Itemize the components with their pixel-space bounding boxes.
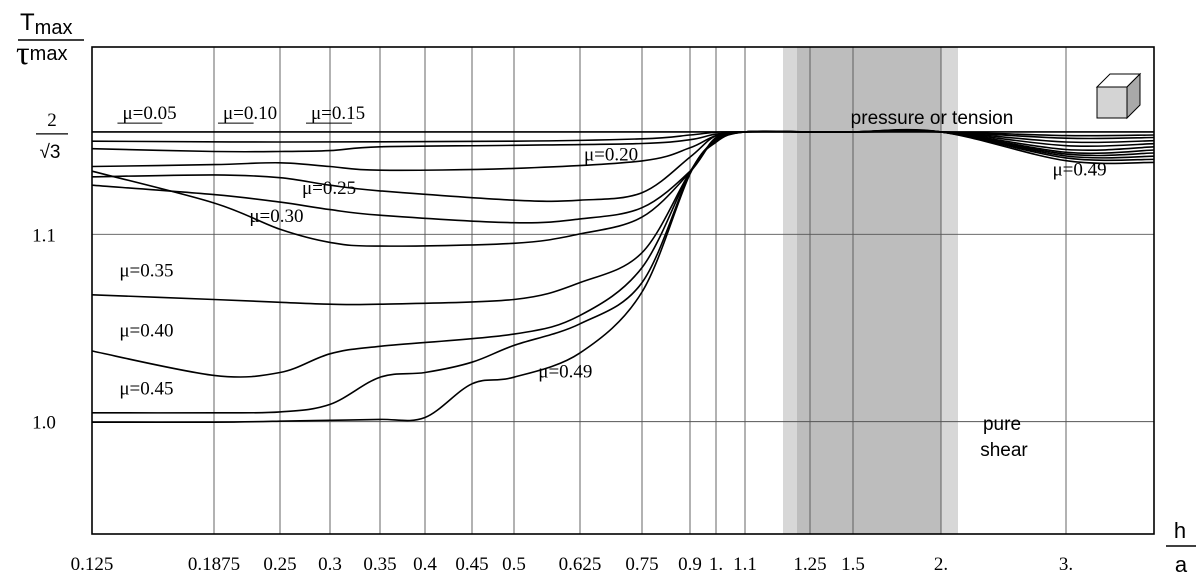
series-label: μ=0.10 xyxy=(223,103,277,124)
x-tick-label: 0.4 xyxy=(413,554,437,575)
x-tick-label: 0.45 xyxy=(455,554,488,575)
series-label: μ=0.05 xyxy=(122,103,176,124)
y-tick-label-den: √3 xyxy=(40,142,61,163)
y-axis-label: Tmax τmax xyxy=(16,9,84,72)
x-label-num: h xyxy=(1174,518,1186,543)
x-tick-label: 0.625 xyxy=(559,554,602,575)
x-tick-label: 0.75 xyxy=(625,554,658,575)
x-axis-label: h a xyxy=(1166,518,1196,577)
series-label: μ=0.49 xyxy=(538,362,592,383)
cube-icon xyxy=(1095,72,1142,120)
x-tick-labels: 0.125 0.1875 0.25 0.3 0.35 0.4 0.45 0.5 0.625 0.7… xyxy=(71,554,1074,575)
shaded-bands xyxy=(783,47,958,534)
y-label-top: Tmax xyxy=(20,9,72,39)
x-tick-label: 0.25 xyxy=(263,554,296,575)
x-tick-label: 0.5 xyxy=(502,554,526,575)
series-label: μ=0.20 xyxy=(584,144,638,165)
series-line-9 xyxy=(91,129,1155,378)
y-tick-labels: 1.0 1.1 2 √3 xyxy=(32,110,68,434)
series-lines xyxy=(91,128,1155,424)
y-tick-label-num: 2 xyxy=(47,110,57,131)
y-label-bottom: τmax xyxy=(16,35,67,72)
series-label: μ=0.30 xyxy=(249,206,303,227)
series-label: μ=0.35 xyxy=(119,260,173,281)
series-line-10 xyxy=(91,129,1155,414)
series-label: μ=0.25 xyxy=(302,178,356,199)
series-label: μ=0.15 xyxy=(311,103,365,124)
series-label: μ=0.45 xyxy=(119,378,173,399)
x-tick-label: 1.25 xyxy=(793,554,826,575)
series-label: μ=0.49 xyxy=(1053,159,1107,180)
x-tick-label: 3. xyxy=(1059,554,1073,575)
annotation-pure: pure xyxy=(983,414,1021,435)
x-tick-label: 0.9 xyxy=(678,554,702,575)
annotation-pressure: pressure or tension xyxy=(851,108,1014,129)
x-tick-label: 0.1875 xyxy=(188,554,240,575)
y-tick-label: 1.1 xyxy=(32,225,56,246)
x-tick-label: 0.3 xyxy=(318,554,342,575)
shaded-band-2 xyxy=(797,47,941,534)
series-labels: μ=0.05 μ=0.10 μ=0.15 μ=0.20 μ=0.25 μ=0.30 μ=0.… xyxy=(117,103,1107,399)
x-tick-label: 1. xyxy=(709,554,723,575)
series-label: μ=0.40 xyxy=(119,320,173,341)
plot-frame xyxy=(91,46,1155,535)
x-label-den: a xyxy=(1175,552,1188,577)
x-tick-label: 0.35 xyxy=(363,554,396,575)
annotation-shear: shear xyxy=(980,440,1028,461)
y-tick-label: 1.0 xyxy=(32,413,56,434)
x-tick-label: 2. xyxy=(934,554,948,575)
x-tick-label: 0.125 xyxy=(71,554,114,575)
x-tick-label: 1.5 xyxy=(841,554,865,575)
series-line-11 xyxy=(91,128,1155,424)
x-tick-label: 1.1 xyxy=(733,554,757,575)
